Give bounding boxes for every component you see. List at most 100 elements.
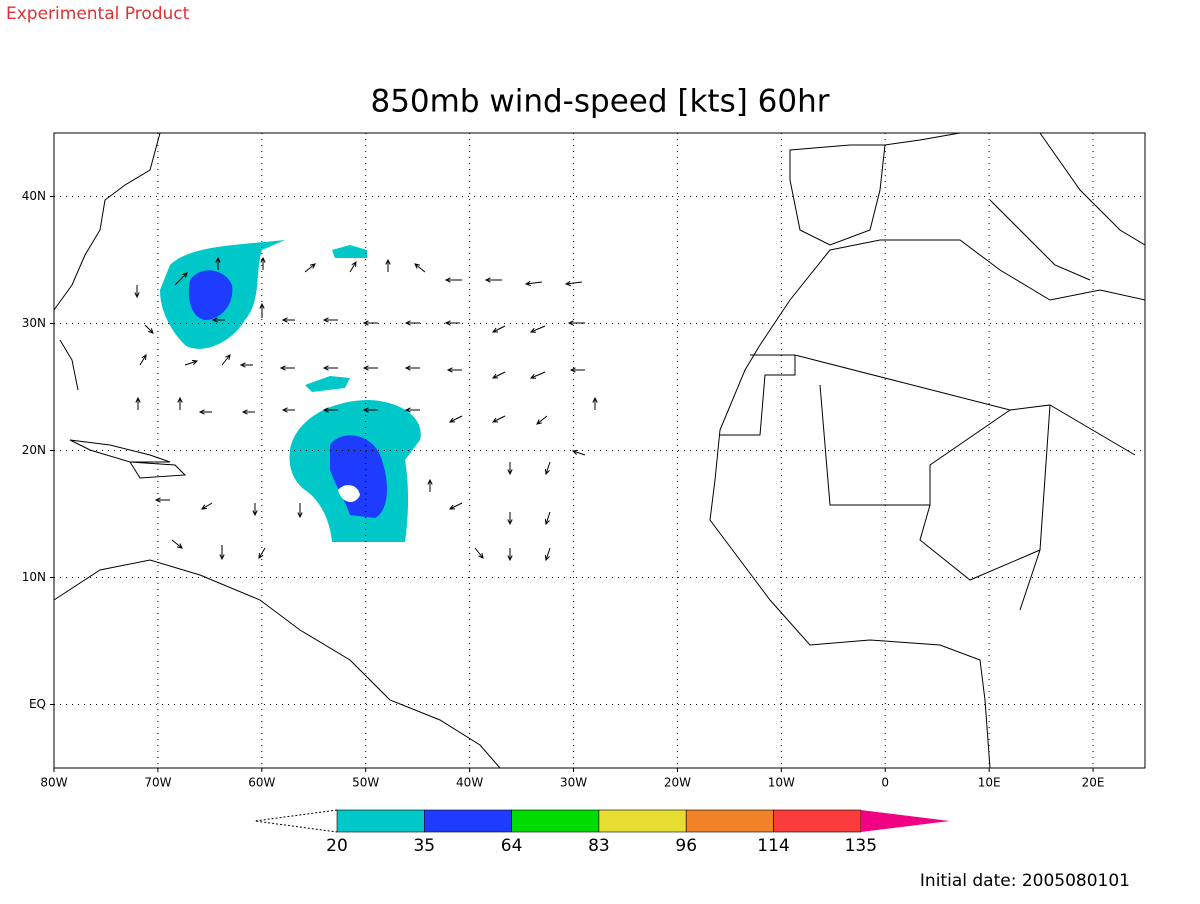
wind-area-blue xyxy=(188,270,233,320)
wind-area-cyan xyxy=(332,245,367,258)
wind-arrow xyxy=(444,277,462,283)
wind-arrow xyxy=(211,317,225,323)
wind-arrow xyxy=(404,407,420,413)
coastline xyxy=(129,461,187,479)
wind-arrow xyxy=(322,317,338,323)
wind-arrow xyxy=(529,325,546,333)
axis-labels: 80W 70W 60W 50W 40W 30W 20W 10W 0 10E 20E EQ 10N 20N 3… xyxy=(22,189,1105,790)
wind-arrow xyxy=(544,511,551,526)
wind-arrow xyxy=(134,285,140,299)
coastlines xyxy=(53,132,1146,769)
colorbar-label: 96 xyxy=(675,836,697,856)
wind-arrow xyxy=(427,478,433,492)
wind-arrow xyxy=(524,280,543,287)
wind-vectors xyxy=(134,256,598,562)
wind-arrow xyxy=(567,320,585,326)
wind-arrow xyxy=(215,256,221,270)
x-tick-label: 80W xyxy=(40,776,67,790)
wind-arrow xyxy=(297,503,303,519)
x-tick-label: 70W xyxy=(144,776,171,790)
coastline xyxy=(709,239,1146,769)
colorbar-label: 20 xyxy=(326,836,348,856)
colorbar-segment xyxy=(511,809,600,833)
wind-arrow xyxy=(446,367,462,373)
wind-arrow xyxy=(174,272,188,286)
x-tick-label: 30W xyxy=(560,776,587,790)
wind-arrow xyxy=(221,354,231,366)
x-tick-label: 60W xyxy=(248,776,275,790)
wind-arrow xyxy=(544,547,551,562)
wind-arrow xyxy=(144,324,154,334)
x-tick-label: 0 xyxy=(881,776,889,790)
colorbar-segment xyxy=(423,809,512,833)
colorbar-label: 114 xyxy=(757,836,789,856)
x-tick-label: 50W xyxy=(352,776,379,790)
product-label: Experimental Product xyxy=(6,4,190,24)
wind-arrow xyxy=(322,407,338,413)
border xyxy=(720,354,1136,611)
x-tick-label: 10E xyxy=(978,776,1001,790)
wind-arrow xyxy=(448,415,463,423)
initial-date: Initial date: 2005080101 xyxy=(920,871,1130,891)
wind-arrow xyxy=(304,263,316,273)
wind-arrow xyxy=(177,396,183,410)
x-tick-label: 20W xyxy=(664,776,691,790)
wind-arrow xyxy=(349,261,357,273)
wind-arrow xyxy=(564,280,583,287)
wind-arrow xyxy=(491,371,506,379)
wind-arrow xyxy=(414,263,426,273)
colorbar-segment xyxy=(685,809,774,833)
wind-arrow xyxy=(544,461,551,476)
coastline xyxy=(53,559,502,769)
colorbar-label: 135 xyxy=(845,836,877,856)
colorbar-segment xyxy=(336,809,425,833)
wind-arrow xyxy=(281,317,295,323)
colorbar-label: 64 xyxy=(501,836,523,856)
wind-arrow xyxy=(536,415,548,425)
wind-arrow xyxy=(385,258,391,272)
wind-arrow xyxy=(219,545,225,561)
wind-arrow xyxy=(474,547,484,559)
wind-arrow xyxy=(507,462,513,476)
y-tick-label: 20N xyxy=(22,443,46,457)
y-tick-label: 40N xyxy=(22,189,46,203)
wind-arrow xyxy=(448,502,463,510)
wind-arrow xyxy=(444,320,460,326)
coastline xyxy=(59,339,79,391)
wind-arrow xyxy=(484,277,502,283)
wind-arrow xyxy=(491,325,506,333)
wind-arrow xyxy=(258,547,266,559)
wind-arrow xyxy=(135,396,141,410)
wind-arrow xyxy=(259,302,265,318)
wind-arrow xyxy=(362,365,378,371)
wind-arrow xyxy=(571,449,586,456)
coastline xyxy=(789,144,886,246)
wind-arrow xyxy=(507,548,513,562)
colorbar-under xyxy=(254,809,338,833)
wind-arrow xyxy=(362,407,378,413)
y-tick-label: 30N xyxy=(22,316,46,330)
y-tick-label: EQ xyxy=(29,697,46,711)
colorbar-segment xyxy=(773,809,862,833)
colorbar-segment xyxy=(598,809,687,833)
wind-arrow xyxy=(529,371,546,379)
wind-arrow xyxy=(201,502,213,510)
colorbar-label: 83 xyxy=(588,836,610,856)
x-tick-label: 20E xyxy=(1082,776,1105,790)
wind-arrow xyxy=(281,407,295,413)
map-title: 850mb wind-speed [kts] 60hr xyxy=(370,84,829,120)
wind-arrow xyxy=(198,409,212,415)
colorbar: 20 35 64 83 96 114 135 xyxy=(254,809,950,856)
wind-arrow xyxy=(404,320,420,326)
wind-arrow xyxy=(592,396,598,410)
wind-arrow xyxy=(184,359,199,366)
wind-arrow xyxy=(404,365,420,371)
coastline xyxy=(53,132,161,311)
wind-arrow xyxy=(362,320,378,326)
wind-arrow xyxy=(241,409,255,415)
wind-arrow xyxy=(154,497,170,503)
wind-shading xyxy=(160,240,421,542)
wind-arrow xyxy=(139,354,147,366)
y-tick-label: 10N xyxy=(22,570,46,584)
